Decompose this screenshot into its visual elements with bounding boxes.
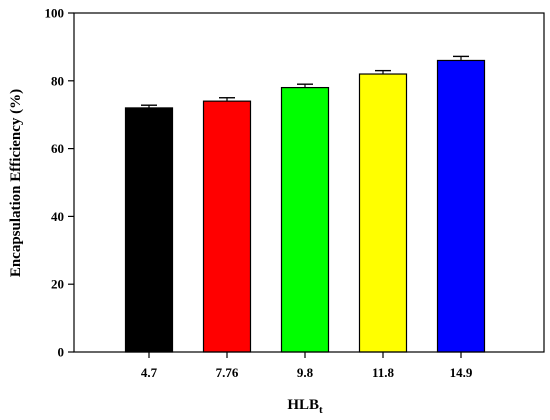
y-tick-label: 20 xyxy=(51,277,64,292)
x-tick-label: 11.8 xyxy=(372,365,395,380)
y-tick-label: 100 xyxy=(45,6,65,21)
x-axis-label: HLBt xyxy=(287,397,323,416)
y-tick-label: 60 xyxy=(51,141,64,156)
y-tick-label: 80 xyxy=(51,73,64,88)
y-tick-label: 40 xyxy=(51,209,64,224)
bar-4-7 xyxy=(124,107,174,353)
x-tick-label: 4.7 xyxy=(141,365,158,380)
bar-7-76 xyxy=(202,100,252,353)
y-axis-label: Encapsulation Efficiency (%) xyxy=(8,89,24,277)
x-axis-ticks: 4.7 7.76 9.8 11.8 14.9 xyxy=(141,352,473,380)
error-bars xyxy=(141,55,469,108)
bar-9-8 xyxy=(280,86,330,353)
bar-series xyxy=(124,59,486,353)
x-tick-label: 14.9 xyxy=(450,365,473,380)
x-axis-label-subscript: t xyxy=(319,404,323,416)
x-axis-label-main: HLB xyxy=(287,397,319,413)
y-tick-label: 0 xyxy=(58,345,65,360)
y-axis-ticks: 0 20 40 60 80 100 xyxy=(45,6,74,360)
plot-frame xyxy=(73,12,545,353)
x-tick-label: 7.76 xyxy=(216,365,239,380)
bar-14-9 xyxy=(436,59,486,353)
bar-11-8 xyxy=(358,73,408,353)
x-tick-label: 9.8 xyxy=(297,365,314,380)
